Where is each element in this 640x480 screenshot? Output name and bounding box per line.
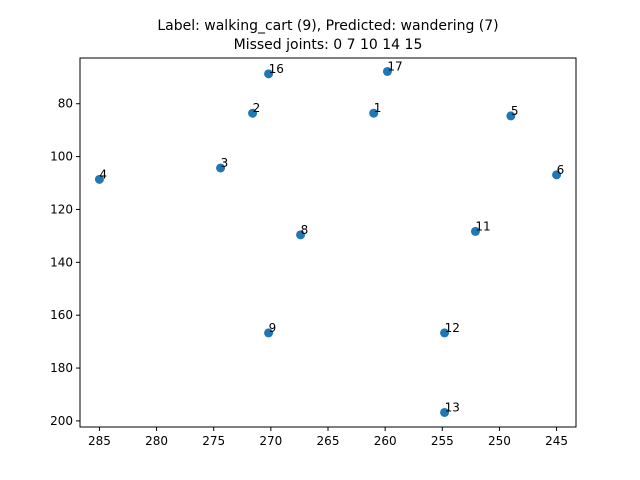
joint-label: 9	[269, 321, 277, 335]
joint-label: 11	[475, 219, 490, 233]
joint-label: 12	[445, 321, 460, 335]
data-point	[552, 170, 562, 180]
x-tick-label: 255	[431, 434, 454, 448]
x-tick-label: 265	[317, 434, 340, 448]
y-tick-label: 160	[50, 308, 73, 322]
data-point	[470, 226, 480, 236]
y-axis-ticks: 80 100 120 140 160 180 200	[50, 97, 80, 428]
plot-frame	[79, 57, 577, 428]
data-point	[296, 230, 306, 240]
joint-label: 6	[557, 163, 565, 177]
x-tick-label: 250	[488, 434, 511, 448]
data-point	[506, 111, 516, 121]
joint-label: 8	[301, 223, 309, 237]
joint-label: 16	[269, 62, 284, 76]
data-point	[248, 108, 258, 118]
y-tick-label: 200	[50, 414, 73, 428]
data-point	[440, 328, 450, 338]
x-axis-ticks: 285 280 275 270 265 260 255 250 245	[88, 427, 568, 448]
data-point	[264, 328, 274, 338]
chart-title-line-2: Missed joints: 0 7 10 14 15	[234, 37, 423, 53]
data-point	[369, 108, 379, 118]
y-tick-label: 180	[50, 361, 73, 375]
y-tick-label: 80	[58, 97, 73, 111]
data-point	[94, 174, 104, 184]
y-tick-label: 100	[50, 150, 73, 164]
data-point	[440, 407, 450, 417]
x-tick-label: 285	[88, 434, 111, 448]
joint-label: 17	[387, 59, 402, 73]
joint-label: 13	[445, 400, 460, 414]
x-tick-label: 280	[145, 434, 168, 448]
y-tick-label: 120	[50, 202, 73, 216]
joint-label: 4	[99, 167, 107, 181]
data-point	[216, 163, 226, 173]
data-point	[264, 69, 274, 79]
y-tick-label: 140	[50, 255, 73, 269]
joint-label: 3	[221, 156, 229, 170]
x-tick-label: 245	[545, 434, 568, 448]
joint-label: 2	[253, 101, 261, 115]
data-point	[382, 66, 392, 76]
joint-label: 5	[511, 104, 519, 118]
chart-title-line-1: Label: walking_cart (9), Predicted: wand…	[157, 18, 498, 34]
joint-label: 1	[374, 101, 382, 115]
x-tick-label: 260	[374, 434, 397, 448]
x-tick-label: 275	[202, 434, 225, 448]
x-tick-label: 270	[259, 434, 282, 448]
